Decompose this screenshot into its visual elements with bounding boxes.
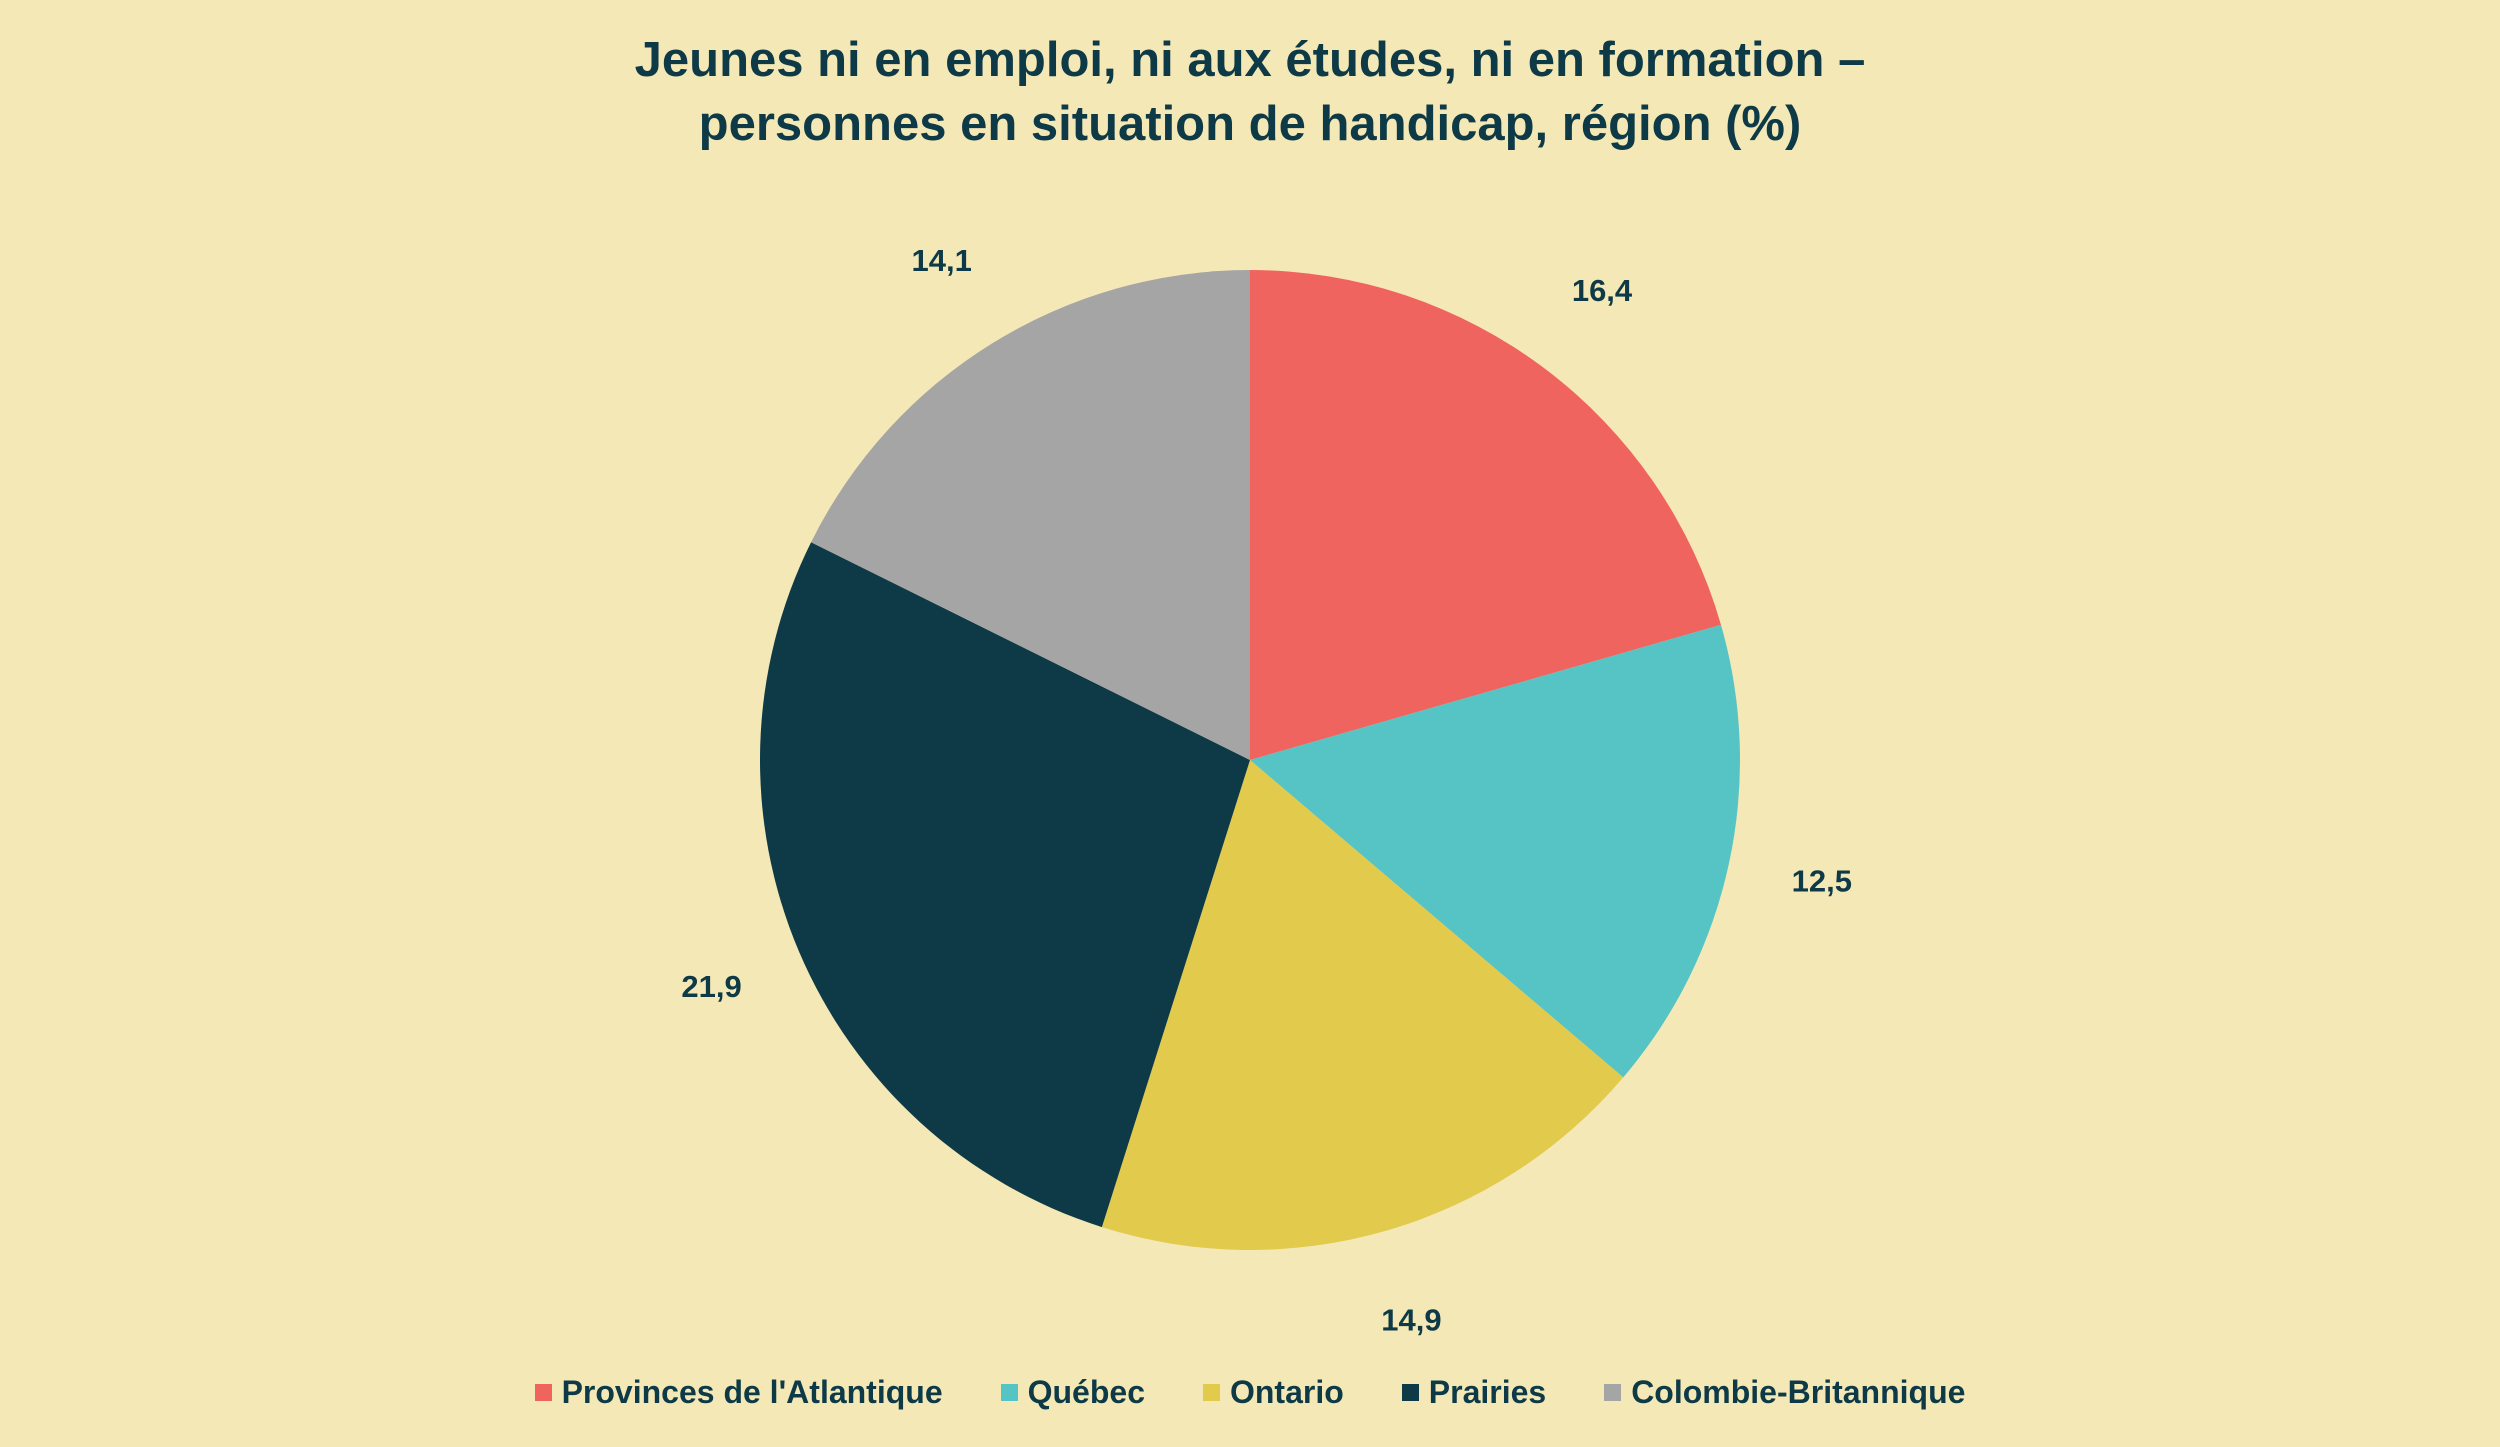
data-label-colombie-britannique: 14,1 xyxy=(912,243,972,278)
legend-item-provinces-de-l-atlantique: Provinces de l'Atlantique xyxy=(534,1374,943,1411)
legend-label: Provinces de l'Atlantique xyxy=(561,1374,943,1410)
pie-slice-colombie-britannique xyxy=(811,270,1250,760)
data-label-ontario: 14,9 xyxy=(1381,1302,1441,1337)
pie-slice-quebec xyxy=(1250,624,1740,1078)
pie-slice-ontario xyxy=(1101,760,1624,1250)
legend-item-prairies: Prairies xyxy=(1401,1374,1547,1411)
pie-data-labels: 16,4 12,5 14,9 21,9 14,1 xyxy=(681,243,1852,1337)
legend-item-quebec: Québec xyxy=(1000,1374,1145,1411)
legend-swatch xyxy=(1401,1384,1419,1401)
pie-slices xyxy=(759,270,1740,1250)
legend-label: Ontario xyxy=(1229,1374,1344,1410)
chart-title: Jeunes ni en emploi, ni aux études, ni e… xyxy=(0,28,2500,156)
legend-swatch xyxy=(534,1384,552,1401)
data-label-quebec: 12,5 xyxy=(1792,864,1852,899)
legend-swatch xyxy=(1000,1384,1018,1401)
legend-swatch xyxy=(1202,1384,1220,1401)
legend-swatch xyxy=(1604,1384,1622,1401)
legend-label: Colombie-Britannique xyxy=(1631,1374,1966,1410)
pie-slice-provinces-de-l-atlantique xyxy=(1250,270,1721,760)
legend-item-ontario: Ontario xyxy=(1202,1374,1344,1411)
chart-legend: Provinces de l'Atlantique Québec Ontario Pr… xyxy=(0,1374,2500,1411)
chart-title-line-2: personnes en situation de handicap, régi… xyxy=(698,97,1802,151)
pie-slice-prairies xyxy=(759,542,1250,1228)
chart-title-line-1: Jeunes ni en emploi, ni aux études, ni e… xyxy=(634,33,1866,87)
legend-label: Prairies xyxy=(1428,1374,1547,1410)
legend-label: Québec xyxy=(1027,1374,1145,1410)
data-label-prairies: 21,9 xyxy=(681,969,741,1004)
legend-item-colombie-britannique: Colombie-Britannique xyxy=(1604,1374,1965,1411)
data-label-provinces-de-l-atlantique: 16,4 xyxy=(1572,273,1633,308)
